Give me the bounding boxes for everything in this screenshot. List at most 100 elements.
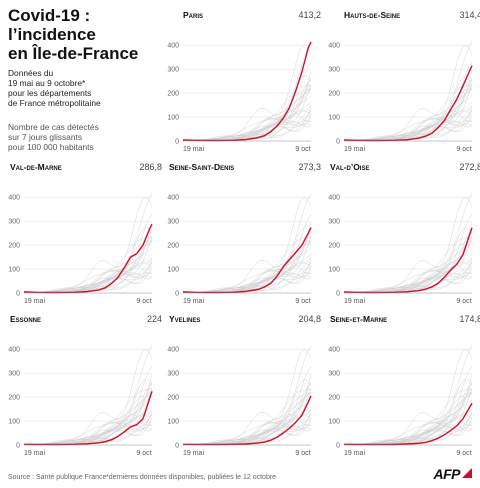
x-start-label: 19 mai — [24, 450, 45, 457]
latest-value-label: 314,4 — [459, 10, 480, 20]
latest-value-label: 174,8 — [459, 314, 480, 324]
latest-value-label: 272,8 — [459, 162, 480, 172]
chart-panel: Seine-Saint-Denis 273,3 0 100 200 300 400 19 ma… — [167, 162, 321, 305]
y-tick-label: 100 — [328, 419, 340, 426]
background-department-line — [344, 44, 473, 141]
footnote: *dernières données disponibles, publiées… — [106, 474, 277, 481]
background-department-line — [183, 390, 312, 445]
x-start-label: 19 mai — [344, 298, 365, 305]
chart-panel: Val-d’Oise 272,8 0 100 200 300 400 19 mai 9 oct — [328, 162, 480, 305]
y-tick-label: 100 — [328, 115, 340, 122]
highlight-series-line — [343, 227, 473, 294]
background-department-line — [183, 193, 312, 293]
background-department-line — [183, 388, 312, 445]
y-tick-label: 0 — [336, 291, 340, 298]
highlight-series-line — [343, 402, 473, 446]
x-end-label: 9 oct — [456, 298, 471, 305]
y-tick-label: 300 — [167, 371, 179, 378]
background-department-line — [24, 236, 153, 293]
background-department-line — [344, 193, 473, 293]
y-tick-label: 300 — [167, 67, 179, 74]
chart-title: Hauts-de-Seine — [344, 10, 400, 20]
unit-line: pour 100 000 habitants — [8, 142, 94, 152]
y-tick-label: 100 — [167, 115, 179, 122]
background-department-line — [344, 86, 473, 141]
chart-title: Essonne — [10, 314, 41, 324]
y-tick-label: 0 — [175, 291, 179, 298]
title-line: en Île-de-France — [8, 44, 139, 63]
latest-value-label: 286,8 — [139, 162, 162, 172]
highlight-series-line — [182, 227, 312, 294]
y-tick-label: 200 — [8, 243, 20, 250]
background-department-line — [24, 193, 153, 293]
latest-value-label: 204,8 — [298, 314, 321, 324]
chart-panel: Seine-et-Marne 174,8 0 100 200 300 400 19 mai 9 … — [328, 314, 480, 457]
highlight-series-line — [23, 223, 153, 294]
background-department-line — [183, 348, 312, 445]
latest-value-label: 224 — [147, 314, 162, 324]
chart-title: Yvelines — [169, 314, 200, 324]
x-end-label: 9 oct — [136, 450, 151, 457]
y-tick-label: 200 — [167, 395, 179, 402]
title-line: l’incidence — [8, 25, 96, 44]
y-tick-label: 100 — [167, 267, 179, 274]
x-start-label: 19 mai — [344, 450, 365, 457]
x-start-label: 19 mai — [344, 146, 365, 153]
chart-panel: Essonne 224 0 100 200 300 400 19 mai 9 oct — [8, 314, 162, 457]
chart-title: Val-d’Oise — [330, 162, 369, 172]
background-department-line — [183, 345, 312, 445]
background-department-line — [183, 41, 312, 141]
x-end-label: 9 oct — [136, 298, 151, 305]
afp-logo-icon — [462, 468, 472, 478]
background-department-line — [344, 196, 473, 293]
chart-panel: Paris 413,2 0 100 200 300 400 19 mai 9 oct — [167, 10, 321, 153]
y-tick-label: 100 — [328, 267, 340, 274]
x-end-label: 9 oct — [456, 146, 471, 153]
y-tick-label: 300 — [8, 371, 20, 378]
y-tick-label: 0 — [16, 443, 20, 450]
highlight-series-line — [23, 391, 153, 446]
y-tick-label: 200 — [167, 243, 179, 250]
x-start-label: 19 mai — [183, 298, 204, 305]
background-department-line — [344, 236, 473, 293]
chart-panel: Hauts-de-Seine 314,4 0 100 200 300 400 19 mai 9 … — [328, 10, 480, 153]
description-line: de France métropolitaine — [8, 98, 101, 108]
description-line: pour les départements — [8, 88, 92, 98]
background-department-line — [24, 388, 153, 445]
background-department-line — [24, 196, 153, 293]
unit-description: Nombre de cas détectés sur 7 jours gliss… — [8, 122, 168, 152]
latest-value-label: 273,3 — [298, 162, 321, 172]
x-end-label: 9 oct — [295, 298, 310, 305]
y-tick-label: 200 — [328, 91, 340, 98]
background-department-line — [24, 345, 153, 445]
y-tick-label: 0 — [175, 139, 179, 146]
y-tick-label: 400 — [328, 43, 340, 50]
background-department-line — [344, 41, 473, 141]
y-tick-label: 300 — [8, 219, 20, 226]
unit-line: sur 7 jours glissants — [8, 132, 83, 142]
chart-panel: Yvelines 204,8 0 100 200 300 400 19 mai 9 oct — [167, 314, 321, 457]
chart-panel: Val-de-Marne 286,8 0 100 200 300 400 19 mai 9 oc… — [8, 162, 162, 305]
description-line: 19 mai au 9 octobre* — [8, 78, 86, 88]
background-department-line — [344, 388, 473, 445]
chart-title: Val-de-Marne — [10, 162, 62, 172]
x-start-label: 19 mai — [183, 146, 204, 153]
latest-value-label: 413,2 — [298, 10, 321, 20]
description-line: Données du — [8, 68, 54, 78]
y-tick-label: 100 — [167, 419, 179, 426]
y-tick-label: 0 — [175, 443, 179, 450]
x-start-label: 19 mai — [24, 298, 45, 305]
background-department-line — [344, 84, 473, 141]
y-tick-label: 100 — [8, 419, 20, 426]
y-tick-label: 200 — [328, 243, 340, 250]
title-line: Covid-19 : — [8, 6, 91, 25]
y-tick-label: 400 — [167, 195, 179, 202]
y-tick-label: 400 — [328, 195, 340, 202]
background-department-line — [344, 238, 473, 293]
chart-title: Paris — [183, 10, 203, 20]
y-tick-label: 400 — [8, 347, 20, 354]
background-department-line — [183, 196, 312, 293]
unit-line: Nombre de cas détectés — [8, 122, 99, 132]
y-tick-label: 200 — [8, 395, 20, 402]
